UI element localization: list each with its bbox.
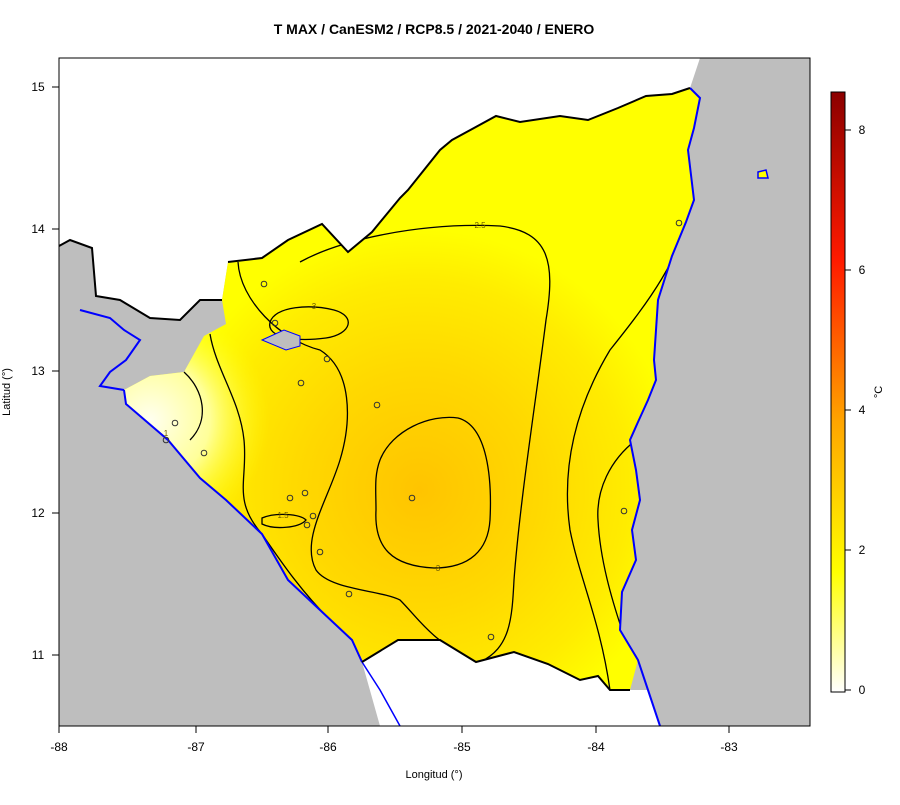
x-axis-label: Longitud (°) <box>406 769 463 781</box>
colorbar-tick-label: 8 <box>859 123 866 137</box>
contour-1-5-west <box>209 333 331 621</box>
y-tick-label: 11 <box>32 648 45 662</box>
x-tick-label: -88 <box>50 740 68 754</box>
station-point <box>162 436 170 444</box>
lake-managua <box>260 329 301 351</box>
stations <box>162 219 683 641</box>
station-point <box>260 280 268 288</box>
station-point <box>303 521 311 529</box>
x-tick-label: -85 <box>453 740 471 754</box>
honduras-west-border <box>59 238 222 322</box>
station-point <box>323 355 331 363</box>
contour-1 <box>183 371 203 441</box>
station-point <box>171 419 179 427</box>
y-tick-label: 14 <box>31 222 45 236</box>
station-point <box>345 590 353 598</box>
contour-2-east <box>566 199 695 690</box>
station-point <box>373 401 381 409</box>
station-point <box>675 219 683 227</box>
station-point <box>286 494 294 502</box>
y-axis: 11 12 13 14 15 Latitud (°) <box>1 80 59 662</box>
pacific-sea <box>59 348 640 726</box>
chart-title: T MAX / CanESM2 / RCP8.5 / 2021-2040 / E… <box>274 21 595 37</box>
costa-rica-border <box>361 639 630 691</box>
contour-label-3-center: 3 <box>436 564 441 573</box>
contour-2-west <box>237 261 477 663</box>
colorbar-unit: °C <box>873 386 885 398</box>
contour-3-center <box>375 416 492 569</box>
corn-islands <box>757 169 769 179</box>
costa-rica-region <box>362 640 660 726</box>
contour-label-1: 1 <box>164 429 169 438</box>
contour-label-3-north: 3 <box>312 302 317 311</box>
contour-1-5-south <box>261 513 307 529</box>
station-point <box>301 489 309 497</box>
station-point <box>316 548 324 556</box>
station-point <box>620 507 628 515</box>
x-tick-label: -84 <box>587 740 605 754</box>
colorbar-tick-label: 0 <box>859 683 866 697</box>
gulf-of-fonseca <box>79 309 142 391</box>
colorbar-tick-label: 2 <box>859 543 866 557</box>
contour-1-5-east <box>597 439 637 631</box>
y-axis-label: Latitud (°) <box>1 368 13 416</box>
station-point <box>487 633 495 641</box>
station-point <box>271 319 279 327</box>
contour-label-2-5: 2.5 <box>474 221 486 230</box>
pacific-coastline <box>123 389 363 663</box>
honduras-border <box>227 87 691 263</box>
station-point <box>200 449 208 457</box>
x-tick-label: -86 <box>319 740 337 754</box>
y-tick-label: 15 <box>31 80 45 94</box>
station-point <box>309 512 317 520</box>
contour-2-5 <box>299 224 551 663</box>
colorbar: 0 2 4 6 8 °C <box>830 91 885 697</box>
colorbar-gradient <box>830 91 846 693</box>
x-tick-label: -87 <box>187 740 205 754</box>
caribbean-coastline <box>618 87 702 726</box>
station-point <box>408 494 416 502</box>
station-point <box>297 379 305 387</box>
y-tick-label: 13 <box>31 364 45 378</box>
plot-frame <box>58 57 811 727</box>
costa-rica-coast <box>361 661 401 726</box>
colorbar-tick-label: 4 <box>859 403 866 417</box>
honduras-region <box>59 58 700 320</box>
map-plot-area: 2.5 3 1.5 3 1 <box>59 58 810 726</box>
x-tick-label: -83 <box>720 740 738 754</box>
x-axis: -88 -87 -86 -85 -84 -83 Longitud (°) <box>50 726 738 781</box>
y-tick-label: 12 <box>31 506 45 520</box>
colorbar-tick-label: 6 <box>859 263 866 277</box>
contour-label-1-5: 1.5 <box>277 511 289 520</box>
